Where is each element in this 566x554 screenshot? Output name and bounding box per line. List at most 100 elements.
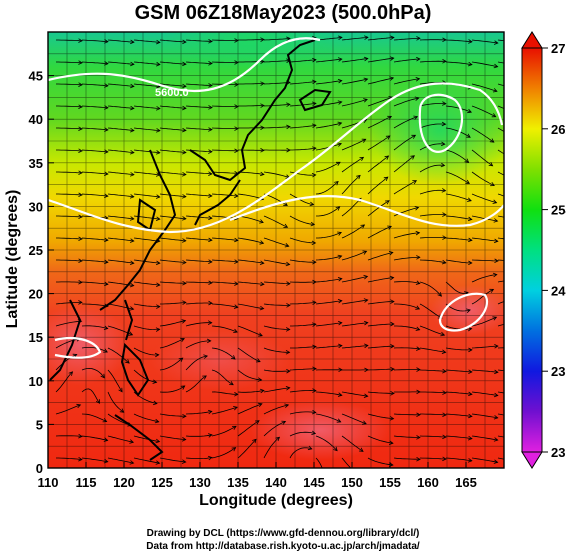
streamline (263, 171, 290, 178)
streamline-arrowhead (182, 61, 187, 67)
streamline (81, 435, 108, 441)
streamline (211, 447, 236, 459)
streamline (445, 215, 472, 220)
streamline (81, 171, 108, 175)
streamline (419, 259, 446, 264)
streamline-arrowhead (383, 176, 389, 181)
streamline (367, 77, 394, 85)
streamline (290, 147, 316, 151)
streamline-arrowhead (286, 281, 291, 286)
streamline-arrowhead (337, 320, 343, 326)
streamline (289, 59, 316, 63)
coastlines (49, 39, 332, 461)
streamline (263, 38, 291, 41)
streamline-arrowhead (389, 416, 395, 421)
streamline (211, 369, 234, 386)
streamline (56, 83, 83, 86)
streamline (497, 39, 504, 42)
streamline-arrowhead (182, 280, 187, 286)
streamline-arrowhead (363, 320, 369, 326)
streamline (55, 371, 73, 393)
streamline-arrowhead (156, 304, 161, 309)
streamline (237, 237, 264, 244)
streamline-arrowhead (208, 171, 213, 176)
streamline (159, 171, 186, 175)
streamline-arrowhead (493, 415, 499, 420)
streamline-arrowhead (388, 440, 394, 445)
x-tick-label: 155 (379, 475, 401, 490)
streamline (419, 369, 447, 372)
streamline (81, 105, 108, 109)
streamline-arrowhead (390, 366, 395, 372)
streamline-arrowhead (257, 377, 263, 382)
streamline (263, 193, 288, 206)
streamline (471, 391, 498, 396)
streamline-arrowhead (155, 216, 161, 221)
streamline (315, 58, 342, 63)
streamline (445, 105, 472, 113)
streamline (263, 237, 289, 247)
x-tick-label: 165 (455, 475, 477, 490)
streamline-arrowhead (234, 237, 239, 243)
streamline-arrowhead (494, 369, 499, 375)
streamline-arrowhead (311, 240, 317, 246)
streamline (497, 457, 504, 460)
streamline (393, 134, 416, 151)
streamline-arrowhead (389, 76, 395, 81)
streamline (107, 193, 134, 198)
streamline (263, 215, 288, 228)
colorbar-tick-label: 246 (551, 283, 566, 298)
streamline (81, 367, 105, 379)
streamline-arrowhead (384, 200, 390, 205)
streamline (133, 237, 160, 242)
streamline (341, 99, 368, 107)
streamline (497, 215, 504, 218)
streamline (497, 435, 504, 438)
streamline-arrowhead (384, 155, 390, 160)
streamline-arrowhead (363, 98, 368, 103)
streamline-arrowhead (312, 146, 317, 151)
streamline (263, 347, 290, 353)
streamline-arrowhead (104, 39, 109, 44)
y-tick-label: 5 (36, 417, 43, 432)
streamline-arrowhead (312, 344, 317, 350)
streamline-arrowhead (129, 194, 135, 199)
streamline (419, 457, 447, 460)
streamline (185, 83, 213, 86)
streamline-arrowhead (208, 83, 213, 88)
streamline (211, 325, 238, 333)
streamline-arrowhead (182, 83, 187, 89)
streamline (237, 281, 264, 285)
streamline-arrowhead (259, 305, 265, 311)
streamline (497, 347, 504, 349)
streamline-arrowhead (78, 82, 83, 87)
streamline (445, 457, 472, 462)
streamline-arrowhead (104, 281, 109, 287)
streamline-arrowhead (440, 162, 446, 168)
streamline (393, 281, 420, 284)
streamline (211, 391, 238, 395)
streamline-arrowhead (491, 113, 497, 118)
streamline (341, 250, 367, 261)
streamline (56, 105, 83, 108)
streamline-arrowhead (333, 446, 338, 452)
streamline (394, 325, 420, 331)
streamline (185, 193, 212, 197)
streamline (315, 413, 341, 423)
streamline (289, 124, 316, 129)
streamline-arrowhead (254, 420, 260, 425)
streamline-arrowhead (363, 298, 369, 303)
colorbar-gradient (521, 47, 543, 453)
streamline-arrowhead (337, 254, 343, 260)
streamline-arrowhead (103, 325, 109, 330)
streamline-arrowhead (119, 408, 125, 413)
streamline (497, 193, 504, 197)
streamline-arrowhead (312, 388, 317, 393)
streamline-arrowhead (466, 133, 471, 138)
streamline-arrowhead (234, 259, 239, 264)
streamline-arrowhead (338, 35, 343, 41)
streamline (159, 457, 186, 463)
streamline (56, 149, 83, 152)
streamline (159, 320, 186, 327)
streamline-arrowhead (180, 337, 185, 343)
